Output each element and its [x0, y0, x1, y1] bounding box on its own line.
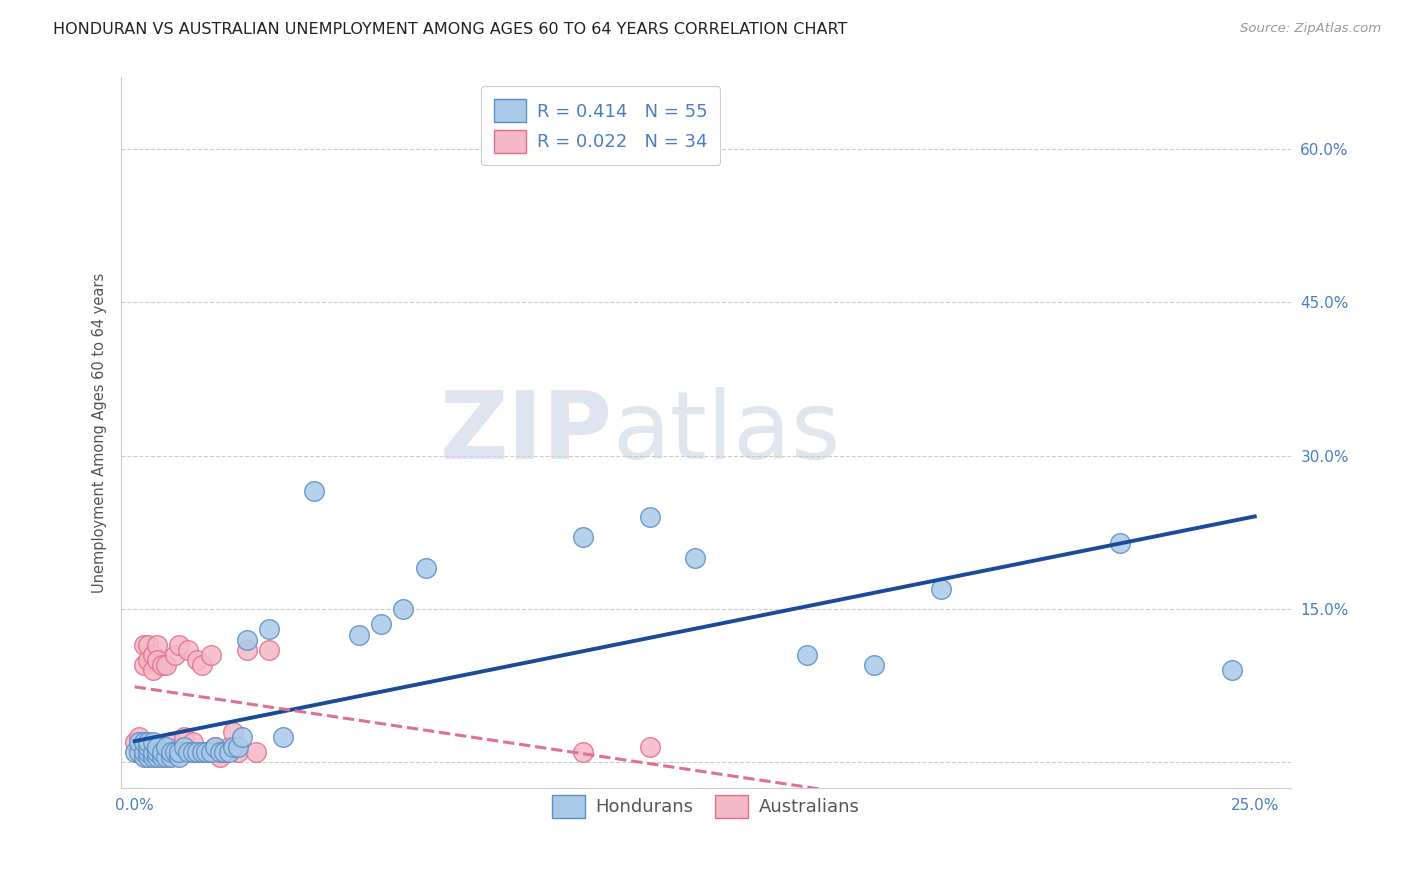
Point [155, 658, 177, 673]
Point [150, 658, 173, 673]
Point [136, 750, 159, 764]
Point [142, 750, 165, 764]
Point [571, 745, 593, 759]
Point [214, 745, 236, 759]
Point [142, 663, 165, 677]
Point [177, 643, 200, 657]
Point [231, 730, 253, 744]
Point [128, 735, 150, 749]
Point [155, 739, 177, 754]
Point [195, 745, 218, 759]
Point [159, 745, 181, 759]
Point [173, 730, 195, 744]
Point [200, 648, 222, 662]
Point [271, 730, 294, 744]
Point [302, 484, 325, 499]
Point [128, 745, 150, 759]
Point [186, 653, 208, 667]
Point [208, 750, 231, 764]
Point [257, 623, 280, 637]
Point [181, 735, 204, 749]
Point [392, 602, 415, 616]
Point [204, 739, 226, 754]
Point [571, 530, 593, 544]
Point [181, 745, 204, 759]
Point [132, 658, 155, 673]
Point [128, 745, 150, 759]
Text: Source: ZipAtlas.com: Source: ZipAtlas.com [1240, 22, 1381, 36]
Point [146, 745, 169, 759]
Point [638, 739, 661, 754]
Point [142, 648, 165, 662]
Point [150, 750, 173, 764]
Point [124, 735, 146, 749]
Point [222, 724, 245, 739]
Point [929, 582, 952, 596]
Point [214, 745, 236, 759]
Point [136, 735, 159, 749]
Point [124, 745, 146, 759]
Point [169, 745, 191, 759]
Point [195, 745, 218, 759]
Point [132, 745, 155, 759]
Point [796, 648, 818, 662]
Y-axis label: Unemployment Among Ages 60 to 64 years: Unemployment Among Ages 60 to 64 years [93, 273, 107, 593]
Point [163, 648, 186, 662]
Point [638, 510, 661, 524]
Point [208, 745, 231, 759]
Point [136, 745, 159, 759]
Point [142, 745, 165, 759]
Point [146, 653, 169, 667]
Point [1220, 663, 1243, 677]
Point [132, 638, 155, 652]
Point [155, 750, 177, 764]
Point [146, 638, 169, 652]
Point [159, 735, 181, 749]
Point [863, 658, 886, 673]
Point [132, 735, 155, 749]
Point [136, 653, 159, 667]
Point [142, 735, 165, 749]
Point [204, 739, 226, 754]
Point [128, 730, 150, 744]
Point [415, 561, 437, 575]
Point [191, 745, 214, 759]
Text: atlas: atlas [613, 386, 841, 479]
Point [159, 750, 181, 764]
Point [169, 750, 191, 764]
Point [173, 739, 195, 754]
Point [200, 745, 222, 759]
Point [163, 745, 186, 759]
Point [150, 745, 173, 759]
Point [218, 739, 240, 754]
Point [683, 550, 706, 565]
Point [136, 638, 159, 652]
Text: ZIP: ZIP [440, 386, 613, 479]
Point [235, 643, 257, 657]
Point [146, 750, 169, 764]
Point [245, 745, 267, 759]
Legend: Hondurans, Australians: Hondurans, Australians [546, 788, 866, 825]
Point [226, 745, 249, 759]
Point [235, 632, 257, 647]
Point [132, 750, 155, 764]
Point [136, 739, 159, 754]
Point [347, 627, 370, 641]
Point [370, 617, 392, 632]
Point [186, 745, 208, 759]
Text: HONDURAN VS AUSTRALIAN UNEMPLOYMENT AMONG AGES 60 TO 64 YEARS CORRELATION CHART: HONDURAN VS AUSTRALIAN UNEMPLOYMENT AMON… [53, 22, 848, 37]
Point [1109, 535, 1132, 549]
Point [191, 658, 214, 673]
Point [177, 745, 200, 759]
Point [257, 643, 280, 657]
Point [222, 739, 245, 754]
Point [169, 638, 191, 652]
Point [218, 745, 240, 759]
Point [146, 739, 169, 754]
Point [226, 739, 249, 754]
